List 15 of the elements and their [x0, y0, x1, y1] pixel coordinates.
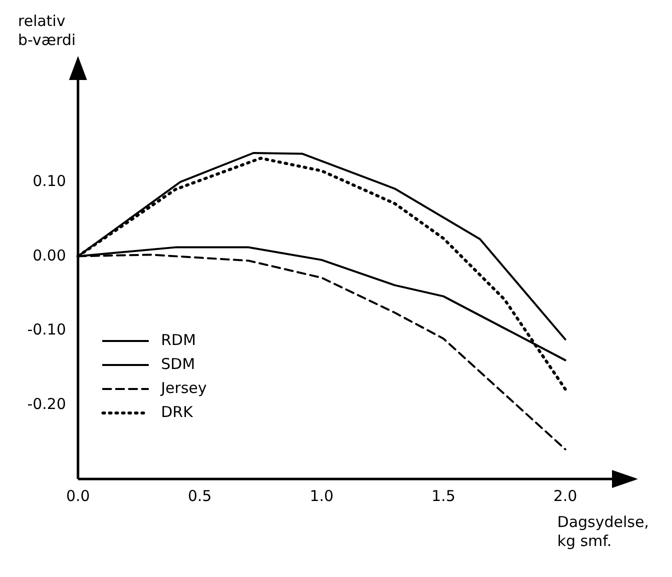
x-tick-label: 0.0	[66, 487, 90, 505]
y-tick-label: -0.20	[27, 394, 66, 413]
y-tick-label: 0.00	[32, 246, 66, 264]
legend-label: RDM	[161, 331, 196, 350]
x-tick-label: 0.5	[188, 487, 212, 505]
legend-label: DRK	[161, 403, 194, 422]
x-axis-title: Dagsydelse, kg smf.	[557, 513, 649, 550]
y-tick-label: 0.10	[32, 172, 66, 190]
y-tick-label: -0.10	[27, 320, 66, 339]
legend-label: Jersey	[160, 379, 207, 398]
legend-label: SDM	[161, 355, 196, 374]
y-axis-title: relativ b-værdi	[18, 12, 76, 49]
x-tick-label: 1.0	[310, 487, 334, 505]
x-tick-label: 1.5	[432, 487, 456, 505]
x-tick-label: 2.0	[553, 487, 578, 505]
